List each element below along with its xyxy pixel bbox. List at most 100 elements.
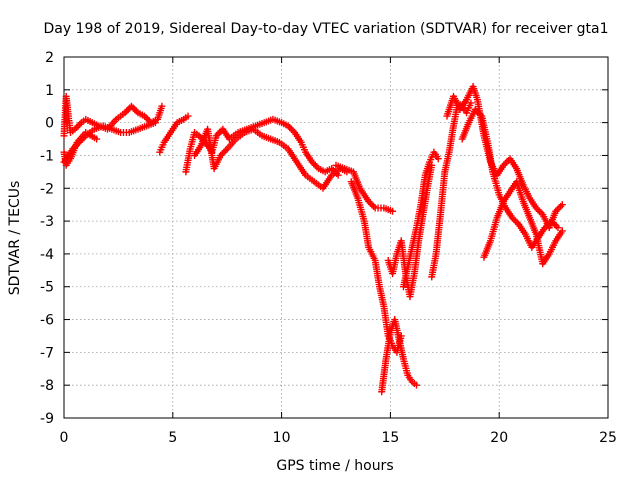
trace-fill-markers bbox=[549, 219, 560, 230]
y-tick-label: 2 bbox=[45, 50, 54, 66]
series-3 bbox=[60, 128, 101, 169]
trace-fill-markers bbox=[446, 124, 457, 154]
trace-fill-markers bbox=[303, 150, 315, 164]
trace-fill-markers bbox=[411, 239, 422, 275]
trace-fill-markers bbox=[422, 160, 433, 177]
data-point bbox=[558, 227, 566, 235]
trace-fill-markers bbox=[372, 259, 383, 289]
trace-fill-markers bbox=[470, 85, 481, 101]
trace-fill-markers bbox=[553, 229, 565, 243]
data-point bbox=[127, 102, 135, 110]
y-tick-labels: -9 -8 -7 -6 -5 -4 -3 -2 -1 0 1 2 bbox=[40, 50, 54, 427]
trace-fill-markers bbox=[262, 116, 275, 126]
trace-fill-markers bbox=[280, 120, 290, 129]
trace-fill-markers bbox=[503, 206, 515, 220]
trace-fill-markers bbox=[546, 239, 559, 256]
x-tick-label: 15 bbox=[381, 430, 399, 446]
trace-fill-markers bbox=[175, 116, 186, 126]
trace-fill-markers bbox=[478, 114, 492, 147]
trace-fill-markers bbox=[534, 206, 545, 217]
trace-fill-markers bbox=[427, 151, 437, 164]
trace-fill-markers bbox=[417, 173, 429, 206]
trace-fill-markers bbox=[317, 166, 327, 175]
y-tick-label: 0 bbox=[45, 116, 54, 132]
trace-fill-markers bbox=[251, 127, 264, 138]
trace-fill-markers bbox=[292, 130, 304, 144]
data-point bbox=[93, 135, 101, 143]
trace-fill-markers bbox=[382, 205, 394, 214]
trace-fill-markers bbox=[473, 107, 484, 118]
trace-fill-markers bbox=[441, 150, 453, 174]
trace-fill-markers bbox=[75, 130, 88, 144]
trace-fill-markers bbox=[110, 126, 122, 136]
trace-fill-markers bbox=[501, 156, 512, 168]
trace-fill-markers bbox=[527, 196, 539, 210]
trace-fill-markers bbox=[437, 170, 449, 216]
trace-fill-markers bbox=[84, 130, 98, 142]
trace-fill-markers bbox=[136, 123, 149, 132]
trace-fill-markers bbox=[101, 123, 114, 132]
x-axis-label: GPS time / hours bbox=[276, 458, 393, 474]
trace-fill-markers bbox=[192, 144, 204, 157]
trace-fill-markers bbox=[390, 344, 399, 354]
trace-fill-markers bbox=[136, 110, 146, 119]
trace-fill-markers bbox=[67, 140, 80, 161]
y-tick-label: -5 bbox=[40, 280, 54, 296]
trace-fill-markers bbox=[419, 186, 431, 216]
trace-fill-markers bbox=[513, 167, 526, 187]
tick-layer bbox=[63, 56, 609, 419]
x-tick-label: 20 bbox=[490, 430, 508, 446]
y-tick-label: -1 bbox=[40, 148, 54, 164]
trace-fill-markers bbox=[234, 130, 246, 141]
trace-fill-markers bbox=[168, 121, 180, 135]
trace-fill-markers bbox=[382, 331, 394, 361]
points-layer bbox=[60, 83, 566, 396]
trace-fill-markers bbox=[405, 374, 415, 384]
trace-fill-markers bbox=[129, 104, 140, 115]
trace-fill-markers bbox=[330, 166, 342, 178]
trace-fill-markers bbox=[145, 119, 157, 129]
series-7 bbox=[332, 161, 397, 215]
trace-fill-markers bbox=[114, 110, 127, 122]
trace-fill-markers bbox=[510, 215, 521, 227]
trace-fill-markers bbox=[464, 101, 474, 114]
trace-fill-markers bbox=[487, 216, 500, 242]
trace-fill-markers bbox=[312, 179, 325, 191]
trace-fill-markers bbox=[304, 173, 316, 184]
trace-fill-markers bbox=[494, 163, 506, 177]
trace-fill-markers bbox=[553, 202, 565, 214]
data-point bbox=[151, 119, 159, 127]
trace-fill-markers bbox=[298, 141, 308, 154]
series-4 bbox=[156, 112, 192, 156]
y-tick-label: -3 bbox=[40, 214, 54, 230]
series-9 bbox=[378, 316, 421, 396]
data-point bbox=[554, 224, 562, 232]
y-tick-label: -2 bbox=[40, 181, 54, 197]
trace-fill-markers bbox=[516, 222, 528, 236]
trace-fill-markers bbox=[123, 104, 134, 115]
trace-fill-markers bbox=[400, 357, 411, 377]
y-tick-label: -9 bbox=[40, 411, 54, 427]
trace-fill-markers bbox=[343, 165, 355, 175]
trace-fill-markers bbox=[320, 173, 334, 190]
trace-fill-markers bbox=[481, 239, 494, 259]
y-tick-label: 1 bbox=[45, 83, 54, 99]
series-15 bbox=[480, 178, 566, 268]
data-point bbox=[389, 207, 397, 215]
y-tick-label: -8 bbox=[40, 378, 54, 394]
trace-fill-markers bbox=[260, 133, 273, 142]
trace-fill-markers bbox=[543, 219, 554, 230]
trace-fill-markers bbox=[228, 130, 240, 141]
trace-fill-markers bbox=[520, 199, 533, 220]
trace-fill-markers bbox=[366, 246, 378, 262]
trace-fill-markers bbox=[161, 130, 173, 144]
trace-fill-markers bbox=[154, 104, 165, 121]
trace-fill-markers bbox=[533, 232, 546, 265]
trace-fill-markers bbox=[536, 226, 548, 240]
data-point bbox=[558, 201, 566, 209]
trace-fill-markers bbox=[84, 116, 94, 126]
plot-frame bbox=[63, 56, 609, 419]
trace-fill-markers bbox=[269, 136, 281, 146]
trace-fill-markers bbox=[310, 160, 321, 171]
trace-fill-markers bbox=[494, 199, 507, 220]
